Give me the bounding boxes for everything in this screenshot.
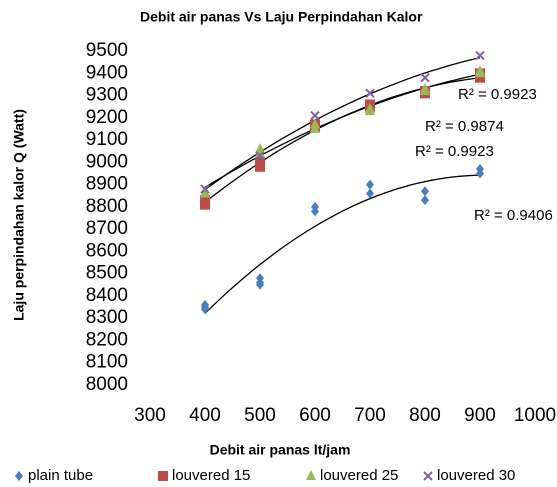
point xyxy=(255,150,265,161)
legend-label: plain tube xyxy=(28,467,93,484)
y-tick-label: 9400 xyxy=(86,62,128,83)
point xyxy=(366,188,374,199)
chart-title: Debit air panas Vs Laju Perpindahan Kalo… xyxy=(140,9,423,25)
y-tick-label: 8300 xyxy=(86,307,128,328)
trendline xyxy=(204,77,481,203)
point xyxy=(365,105,375,116)
point xyxy=(255,161,265,172)
point xyxy=(200,199,210,210)
legend-label: louvered 30 xyxy=(437,467,515,484)
point xyxy=(310,118,320,129)
x-tick-label: 900 xyxy=(464,405,496,426)
y-tick-label: 8000 xyxy=(86,374,128,395)
x-tick-label: 300 xyxy=(134,405,166,426)
r-squared-label: R² = 0.9874 xyxy=(425,118,504,135)
r-squared-label: R² = 0.9406 xyxy=(474,207,553,224)
x-tick-label: 400 xyxy=(189,405,221,426)
trendline xyxy=(204,73,481,188)
point xyxy=(310,110,320,121)
point xyxy=(420,82,430,93)
point xyxy=(255,147,265,158)
legend-label: louvered 25 xyxy=(320,467,398,484)
y-tick-label: 8500 xyxy=(86,263,128,284)
point xyxy=(201,299,209,310)
y-tick-label: 8900 xyxy=(86,174,128,195)
x-axis-label: Debit air panas lt/jam xyxy=(210,442,351,458)
point xyxy=(475,67,485,78)
y-tick-label: 8600 xyxy=(86,240,128,261)
y-tick-label: 9200 xyxy=(86,107,128,128)
x-tick-label: 800 xyxy=(409,405,441,426)
trendline xyxy=(204,56,481,191)
y-tick-label: 9500 xyxy=(86,40,128,61)
point xyxy=(200,187,210,198)
y-tick-label: 9100 xyxy=(86,129,128,150)
point xyxy=(365,88,375,99)
y-tick-label: 8700 xyxy=(86,218,128,239)
y-tick-label: 8100 xyxy=(86,352,128,373)
point xyxy=(420,73,430,83)
point xyxy=(476,168,484,179)
point xyxy=(475,72,485,83)
point xyxy=(256,277,264,288)
y-tick-label: 8400 xyxy=(86,285,128,306)
point xyxy=(421,195,429,206)
point xyxy=(311,206,319,217)
legend-label: louvered 15 xyxy=(172,467,250,484)
x-tick-label: 1000 xyxy=(514,405,556,426)
point xyxy=(366,179,374,190)
x-tick-label: 700 xyxy=(354,405,386,426)
r-squared-label: R² = 0.9923 xyxy=(415,143,494,160)
y-tick-label: 8200 xyxy=(86,329,128,350)
point xyxy=(421,186,429,197)
x-tick-label: 600 xyxy=(299,405,331,426)
y-tick-label: 9300 xyxy=(86,85,128,106)
trendline xyxy=(204,174,481,314)
point xyxy=(200,184,210,194)
y-tick-label: 8800 xyxy=(86,196,128,217)
y-tick-label: 9000 xyxy=(86,151,128,172)
point xyxy=(475,50,485,61)
legend-marker xyxy=(306,470,316,480)
legend-marker xyxy=(15,471,23,481)
r-squared-label: R² = 0.9923 xyxy=(458,86,537,103)
legend-marker xyxy=(158,471,168,481)
legend-marker xyxy=(423,471,433,481)
y-axis-label: Laju perpindahan kalor Q (Watt) xyxy=(11,109,27,321)
x-tick-label: 500 xyxy=(244,405,276,426)
